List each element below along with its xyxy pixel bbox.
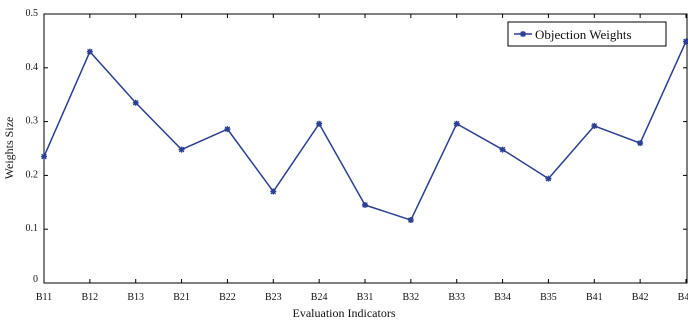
x-tick-label: B42 — [632, 292, 649, 303]
marker-core — [225, 127, 230, 131]
x-tick-label: B13 — [127, 292, 144, 303]
data-point — [132, 99, 139, 106]
data-point — [316, 120, 323, 127]
series-line — [43, 41, 687, 221]
x-tick-label: B34 — [494, 292, 511, 303]
data-point — [499, 146, 506, 153]
marker-core — [363, 203, 367, 207]
data-point — [591, 122, 598, 129]
data-point — [86, 48, 93, 55]
data-point — [545, 175, 552, 182]
marker-core — [271, 189, 275, 194]
marker-core — [638, 141, 642, 145]
y-axis-title: Weights Size — [2, 117, 16, 180]
x-tick-label: B43 — [678, 292, 688, 303]
y-tick-label: 0.4 — [26, 62, 39, 73]
y-tick-label: 0.2 — [26, 169, 39, 180]
x-axis-ticks: B11 B12 B13 B21 B22 B23 B24 B31 B32 B33 B34 B35 B41 B… — [36, 14, 688, 303]
data-point — [362, 201, 368, 208]
y-axis-ticks: 0 0.1 0.2 0.3 0.4 0.5 — [26, 8, 687, 285]
plot-frame — [43, 13, 688, 284]
data-point — [270, 188, 277, 195]
y-tick-label: 0.5 — [26, 8, 39, 19]
data-point — [178, 146, 185, 153]
x-tick-label: B22 — [219, 292, 236, 303]
data-point — [453, 120, 460, 127]
x-tick-label: B24 — [311, 292, 328, 303]
y-tick-label: 0.1 — [26, 223, 39, 234]
y-tick-label: 0 — [33, 274, 38, 285]
legend-series-marker — [520, 31, 526, 37]
marker-core — [42, 154, 46, 159]
x-tick-label: B23 — [265, 292, 282, 303]
marker-core — [546, 177, 551, 181]
legend: Objection Weights — [507, 21, 667, 47]
x-tick-label: B33 — [448, 292, 465, 303]
series-layer — [41, 38, 688, 224]
marker-core — [500, 147, 505, 152]
legend-marker-glyph — [520, 31, 526, 37]
x-tick-label: B11 — [36, 292, 52, 303]
marker-core — [455, 122, 459, 126]
data-point — [407, 217, 414, 224]
data-point — [224, 126, 231, 133]
marker-core — [179, 147, 184, 152]
marker-core — [409, 218, 413, 222]
marker-core — [521, 32, 525, 36]
x-tick-label: B41 — [586, 292, 603, 303]
marker-core — [684, 39, 688, 44]
x-tick-label: B35 — [540, 292, 557, 303]
x-tick-label: B12 — [82, 292, 99, 303]
marker-core — [317, 122, 321, 126]
x-axis-title: Evaluation Indicators — [293, 306, 396, 320]
marker-core — [134, 101, 138, 105]
y-tick-label: 0.3 — [26, 116, 39, 127]
marker-core — [88, 50, 92, 54]
data-point — [41, 153, 47, 160]
data-point — [683, 38, 688, 45]
legend-series-label: Objection Weights — [535, 27, 632, 42]
x-tick-label: B21 — [173, 292, 190, 303]
data-point — [637, 140, 644, 147]
marker-core — [592, 124, 596, 128]
x-tick-label: B31 — [357, 292, 374, 303]
legend-box — [507, 21, 667, 47]
x-tick-label: B32 — [403, 292, 420, 303]
